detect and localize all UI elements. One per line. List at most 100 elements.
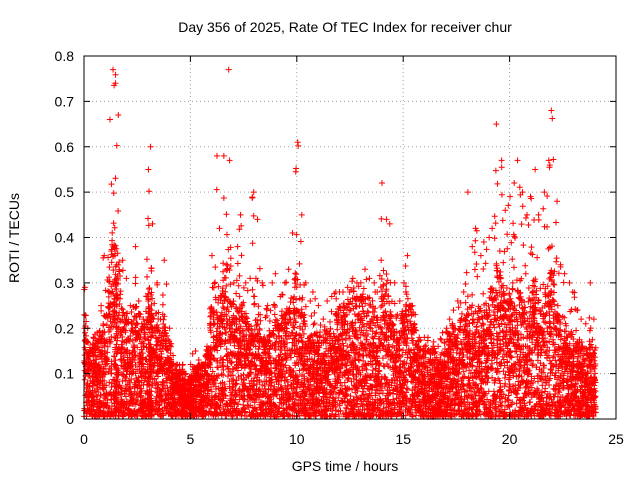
data-point: [250, 240, 256, 246]
data-point: [251, 293, 257, 299]
data-point: [383, 216, 389, 222]
data-point: [216, 225, 222, 231]
data-point: [245, 288, 251, 294]
data-point: [340, 289, 346, 295]
data-point: [265, 303, 271, 309]
data-point: [145, 215, 151, 221]
data-point: [297, 261, 303, 267]
data-point: [394, 312, 400, 318]
data-point: [112, 175, 118, 181]
data-point: [271, 301, 277, 307]
data-point: [145, 166, 151, 172]
data-point: [272, 303, 278, 309]
data-point: [383, 271, 389, 277]
data-point: [239, 252, 245, 258]
data-point: [392, 280, 398, 286]
data-point: [320, 316, 326, 322]
data-point: [82, 330, 88, 336]
data-point: [237, 293, 243, 299]
data-point: [293, 271, 299, 277]
data-point: [221, 153, 227, 159]
data-point: [228, 255, 234, 261]
data-point: [144, 256, 150, 262]
data-point: [214, 153, 220, 159]
data-point: [133, 304, 139, 310]
data-point: [108, 181, 114, 187]
data-point: [214, 187, 220, 193]
data-point: [221, 195, 227, 201]
data-point: [264, 307, 270, 313]
data-point: [299, 338, 305, 344]
data-point: [286, 266, 292, 272]
data-point: [254, 216, 260, 222]
data-point: [269, 280, 275, 286]
data-point: [249, 287, 255, 293]
data-point: [283, 279, 289, 285]
data-point: [236, 283, 242, 289]
data-point: [263, 315, 269, 321]
data-point: [215, 284, 221, 290]
data-point: [160, 292, 166, 298]
data-point: [233, 291, 239, 297]
data-point: [295, 139, 301, 145]
data-point: [272, 271, 278, 277]
data-point: [363, 276, 369, 282]
data-point: [282, 280, 288, 286]
data-point: [225, 373, 231, 379]
data-point: [293, 169, 299, 175]
data-point: [312, 320, 318, 326]
data-point: [196, 357, 202, 363]
data-point: [311, 322, 317, 328]
data-point: [360, 304, 366, 310]
data-point: [120, 267, 126, 273]
data-point: [366, 275, 372, 281]
data-point: [310, 289, 316, 295]
data-point: [98, 303, 104, 309]
data-point: [113, 72, 119, 78]
data-point: [146, 188, 152, 194]
data-point: [209, 253, 215, 259]
data-point: [226, 67, 232, 73]
data-point: [360, 389, 366, 395]
data-point: [220, 372, 226, 378]
data-point: [224, 346, 230, 352]
data-point: [253, 322, 259, 328]
data-point: [190, 351, 196, 357]
data-point: [237, 273, 243, 279]
data-point: [331, 331, 337, 337]
data-point: [308, 313, 314, 319]
data-point: [249, 194, 255, 200]
data-point: [112, 225, 118, 231]
data-point: [247, 275, 253, 281]
data-point: [180, 362, 186, 368]
data-point: [133, 244, 139, 250]
data-point: [240, 300, 246, 306]
data-point: [288, 299, 294, 305]
data-point: [212, 264, 218, 270]
data-point: [111, 220, 117, 226]
data-point: [110, 67, 116, 73]
data-point: [257, 266, 263, 272]
data-point: [127, 303, 133, 309]
data-point: [264, 313, 270, 319]
data-point: [224, 232, 230, 238]
data-point: [115, 112, 121, 118]
data-point: [115, 208, 121, 214]
data-point: [342, 380, 348, 386]
data-point: [136, 298, 142, 304]
data-point: [292, 270, 298, 276]
data-point: [98, 308, 104, 314]
data-point: [351, 288, 357, 294]
data-point: [350, 275, 356, 281]
data-point: [193, 348, 199, 354]
data-point: [299, 212, 305, 218]
data-point: [311, 310, 317, 316]
data-point: [120, 306, 126, 312]
data-point: [379, 180, 385, 186]
data-point: [251, 189, 257, 195]
data-point: [144, 274, 150, 280]
data-point: [378, 216, 384, 222]
data-point: [267, 318, 273, 324]
